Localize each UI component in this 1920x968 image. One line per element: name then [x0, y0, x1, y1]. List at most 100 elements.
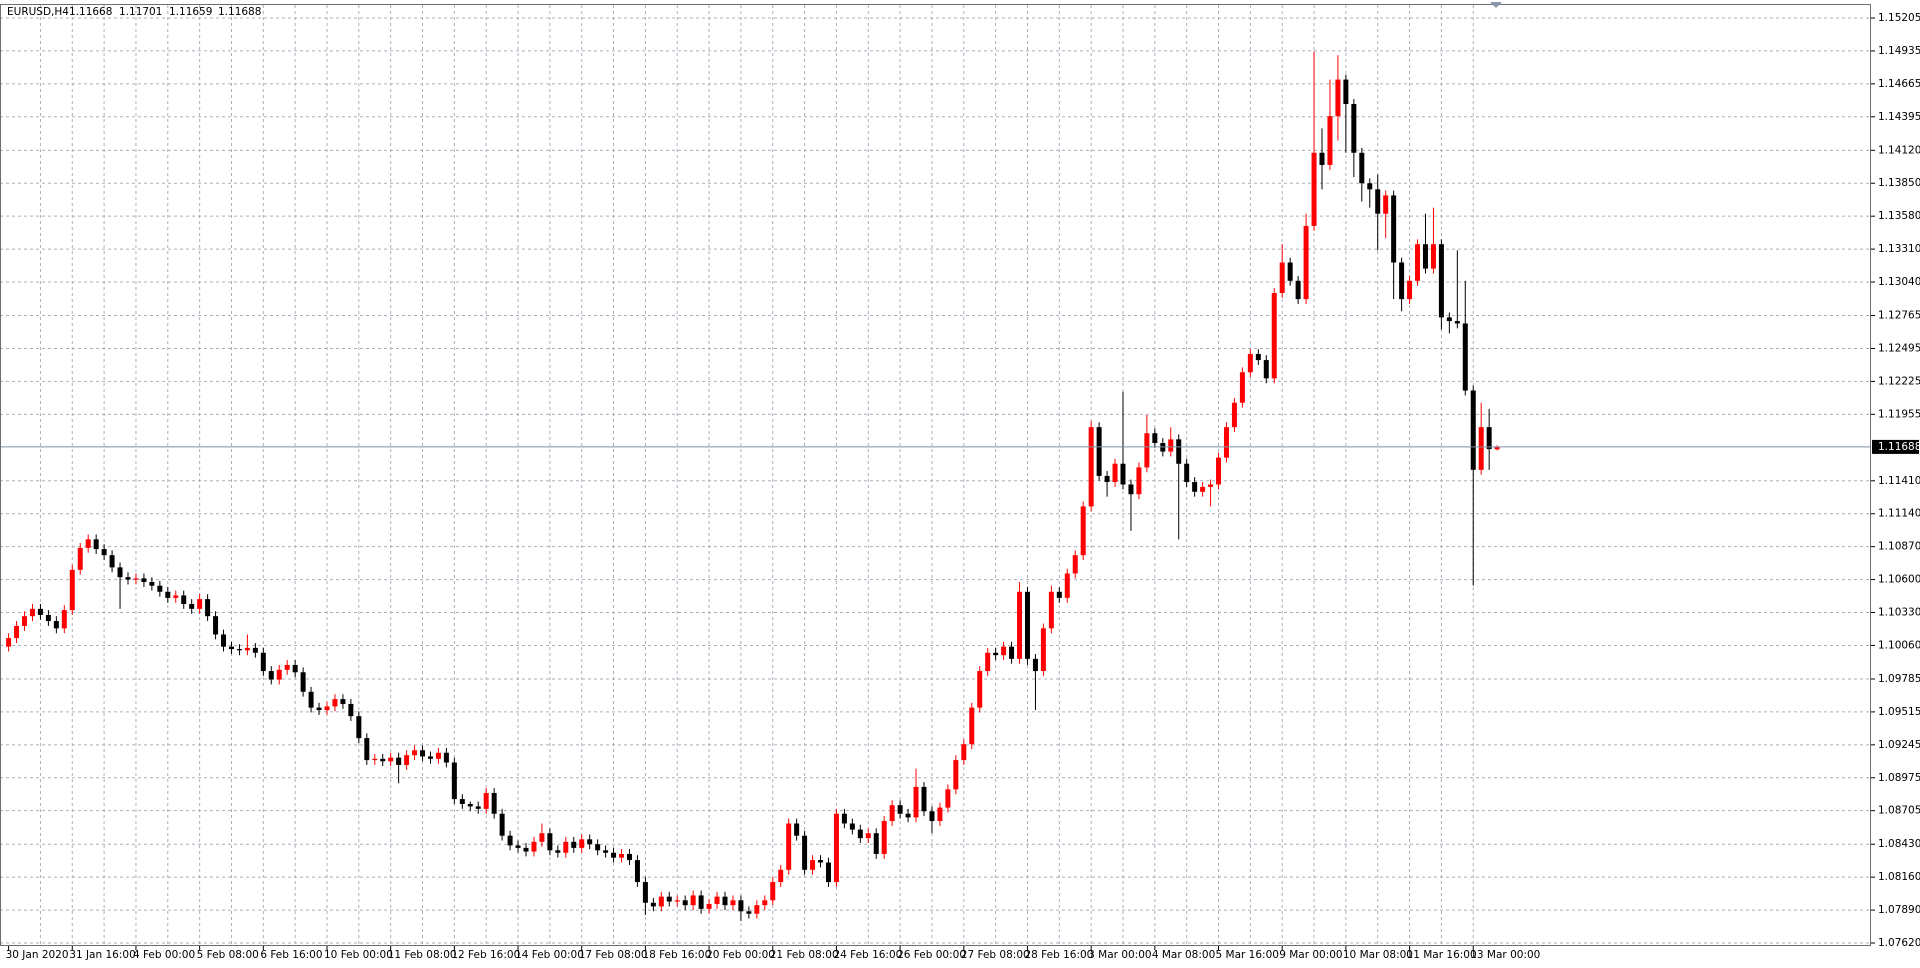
header-high: 1.11701 [119, 6, 162, 18]
candle-body [1327, 116, 1333, 165]
x-tick-label: 11 Mar 16:00 [1407, 949, 1477, 961]
candle-body [961, 744, 967, 761]
candle-body [213, 616, 219, 635]
candle-body [29, 608, 35, 617]
candle-body [260, 652, 266, 672]
x-tick-label: 27 Feb 08:00 [961, 949, 1030, 961]
candle-body [1096, 427, 1102, 476]
candle-body [396, 757, 402, 765]
candle-body [45, 614, 51, 622]
y-tick-label: 1.14935 [1878, 45, 1920, 57]
candle-body [1136, 467, 1142, 495]
candle-body [1048, 591, 1054, 629]
y-tick-label: 1.09245 [1878, 739, 1920, 751]
candle-body [547, 833, 553, 851]
candle-body [849, 823, 855, 830]
candle-body [754, 905, 760, 914]
candle-body [1367, 183, 1373, 190]
x-tick-label: 17 Feb 08:00 [579, 949, 648, 961]
candle-body [1319, 152, 1325, 165]
candle-body [308, 691, 314, 708]
y-tick-label: 1.07890 [1878, 904, 1920, 916]
candle-body [818, 860, 824, 863]
candle-body [666, 896, 672, 902]
x-tick-label: 20 Feb 00:00 [706, 949, 775, 961]
candle-body [802, 835, 808, 870]
candle-body [1383, 195, 1389, 214]
candle-body [388, 757, 394, 762]
y-tick-label: 1.08430 [1878, 838, 1920, 850]
candle-body [53, 621, 59, 629]
candle-body [1056, 591, 1062, 598]
candle-body [730, 900, 736, 906]
candle-body [857, 829, 863, 839]
candle-body [37, 608, 43, 615]
candle-body [921, 786, 927, 812]
plot-frame [0, 4, 1871, 946]
candle-body [1311, 152, 1317, 226]
x-tick-label: 12 Feb 16:00 [451, 949, 520, 961]
y-tick-label: 1.11955 [1878, 408, 1920, 420]
candle-body [499, 813, 505, 836]
candle-body [61, 610, 67, 629]
x-tick-label: 3 Mar 00:00 [1088, 949, 1151, 961]
candle-body [189, 603, 195, 609]
y-tick-label: 1.14665 [1878, 78, 1920, 90]
symbol-title: EURUSD,H4 [7, 6, 69, 18]
candle-body [236, 649, 242, 651]
candle-body [881, 821, 887, 854]
candle-body [1192, 482, 1198, 492]
candle-body [937, 807, 943, 822]
candle-body [1120, 463, 1126, 485]
candle-body [324, 706, 330, 711]
y-tick-label: 1.11140 [1878, 508, 1920, 520]
y-tick-label: 1.14395 [1878, 111, 1920, 123]
candle-body [1231, 402, 1237, 428]
candle-body [165, 591, 171, 598]
candle-body [762, 900, 768, 906]
x-tick-label: 5 Mar 16:00 [1216, 949, 1279, 961]
candle-body [563, 841, 569, 853]
y-tick-label: 1.13310 [1878, 243, 1920, 255]
candle-body [1080, 506, 1086, 556]
candle-body [69, 569, 75, 611]
candle-body [1454, 321, 1460, 324]
current-price-box [1872, 439, 1919, 454]
candle-body [141, 578, 147, 583]
candle-body [682, 900, 688, 906]
candle-body [451, 762, 457, 800]
candle-body [1399, 262, 1405, 300]
candle-body [77, 547, 83, 570]
y-tick-label: 1.10600 [1878, 574, 1920, 586]
candle-body [698, 895, 704, 909]
y-tick-label: 1.10870 [1878, 541, 1920, 553]
candle-body [300, 672, 306, 692]
candle-body [380, 758, 386, 762]
candle-body [149, 582, 155, 586]
candle-body [722, 896, 728, 906]
candle-body [157, 585, 163, 592]
candle-body [810, 860, 816, 870]
candle-body [1200, 486, 1206, 492]
current-price-label: 1.11688 [1878, 441, 1920, 453]
candle-body [1462, 323, 1468, 391]
y-tick-label: 1.15205 [1878, 12, 1920, 24]
candle-body [794, 823, 800, 836]
x-tick-label: 11 Feb 08:00 [388, 949, 457, 961]
x-tick-label: 4 Feb 00:00 [133, 949, 195, 961]
candle-body [1478, 427, 1484, 470]
candle-body [14, 625, 20, 639]
candle-body [356, 716, 362, 739]
candle-body [475, 806, 481, 809]
candle-body [571, 841, 577, 848]
candle-body [650, 902, 656, 907]
candle-body [1295, 280, 1301, 300]
candle-body [929, 811, 935, 822]
candle-body [435, 752, 441, 759]
candle-body [443, 752, 449, 763]
candle-body [1208, 484, 1214, 487]
candle-body [1422, 244, 1428, 269]
candle-body [690, 895, 696, 906]
